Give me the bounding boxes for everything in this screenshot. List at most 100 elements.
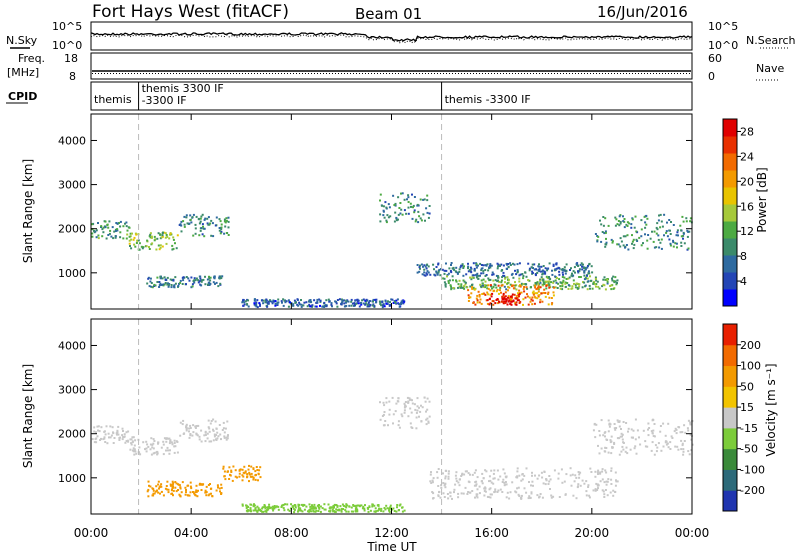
heatmap-cell xyxy=(381,304,384,307)
heatmap-cell xyxy=(484,293,487,296)
heatmap-cell xyxy=(265,299,268,302)
heatmap-cell xyxy=(453,268,456,271)
heatmap-cell xyxy=(469,491,472,494)
heatmap-cell xyxy=(462,267,465,269)
heatmap-cell xyxy=(601,231,604,233)
heatmap-cell xyxy=(229,474,232,477)
heatmap-cell xyxy=(180,220,183,223)
heatmap-cell xyxy=(555,277,558,279)
heatmap-cell xyxy=(305,301,308,304)
heatmap-cell xyxy=(505,300,508,303)
heatmap-cell xyxy=(578,268,581,271)
velocity-colorbar-tick: 15 xyxy=(740,401,754,414)
heatmap-cell xyxy=(681,431,684,434)
heatmap-cell xyxy=(219,433,222,436)
heatmap-cell xyxy=(519,300,522,303)
heatmap-cell xyxy=(689,423,692,426)
heatmap-cell xyxy=(160,485,163,488)
heatmap-cell xyxy=(199,217,202,220)
heatmap-cell xyxy=(476,299,479,302)
heatmap-cell xyxy=(508,286,511,289)
heatmap-cell xyxy=(544,292,547,294)
heatmap-cell xyxy=(123,435,126,438)
heatmap-cell xyxy=(571,473,574,476)
heatmap-cell xyxy=(554,286,557,289)
heatmap-cell xyxy=(427,265,430,268)
heatmap-cell xyxy=(445,269,448,272)
heatmap-cell xyxy=(689,217,692,220)
heatmap-cell xyxy=(311,305,314,308)
heatmap-cell xyxy=(578,473,581,476)
heatmap-cell xyxy=(631,242,633,245)
heatmap-cell xyxy=(204,434,207,436)
heatmap-cell xyxy=(489,493,492,496)
heatmap-cell xyxy=(189,218,192,221)
heatmap-cell xyxy=(454,474,457,477)
heatmap-cell xyxy=(147,277,150,280)
heatmap-cell xyxy=(455,280,458,283)
heatmap-cell xyxy=(170,441,173,444)
heatmap-cell xyxy=(565,263,568,266)
heatmap-cell xyxy=(274,304,277,307)
heatmap-cell xyxy=(488,266,491,269)
heatmap-cell xyxy=(594,276,597,279)
heatmap-cell xyxy=(356,298,359,301)
heatmap-cell xyxy=(639,443,642,446)
heatmap-cell xyxy=(379,401,381,404)
heatmap-cell xyxy=(218,218,221,221)
heatmap-cell xyxy=(506,491,509,494)
heatmap-cell xyxy=(111,426,114,429)
heatmap-cell xyxy=(262,299,265,302)
heatmap-cell xyxy=(382,210,385,213)
heatmap-cell xyxy=(690,433,693,436)
heatmap-cell xyxy=(494,488,497,491)
heatmap-cell xyxy=(365,298,368,301)
heatmap-cell xyxy=(671,437,674,439)
heatmap-cell xyxy=(485,470,488,473)
heatmap-cell xyxy=(133,453,136,456)
colorbar-swatch xyxy=(723,221,737,239)
heatmap-cell xyxy=(189,491,192,494)
heatmap-cell xyxy=(495,286,498,289)
colorbar-swatch xyxy=(723,289,737,307)
heatmap-cell xyxy=(330,506,333,509)
power-colorbar-tick: 4 xyxy=(740,275,747,288)
heatmap-cell xyxy=(613,427,616,430)
heatmap-cell xyxy=(350,506,353,509)
heatmap-cell xyxy=(530,492,533,495)
heatmap-cell xyxy=(481,293,484,295)
heatmap-cell xyxy=(524,271,527,274)
heatmap-cell xyxy=(579,484,582,487)
heatmap-cell xyxy=(618,224,621,227)
heatmap-cell xyxy=(580,262,583,265)
heatmap-cell xyxy=(389,301,391,304)
heatmap-cell xyxy=(397,397,400,400)
heatmap-cell xyxy=(682,232,685,235)
heatmap-cell xyxy=(530,491,533,494)
heatmap-cell xyxy=(249,503,252,506)
colorbar-swatch xyxy=(723,204,737,222)
heatmap-cell xyxy=(520,479,523,482)
heatmap-cell xyxy=(210,234,213,237)
heatmap-cell xyxy=(584,268,587,271)
heatmap-cell xyxy=(316,504,319,507)
heatmap-cell xyxy=(591,271,594,274)
heatmap-cell xyxy=(625,223,628,226)
heatmap-cell xyxy=(126,229,129,232)
heatmap-cell xyxy=(250,465,253,468)
heatmap-cell xyxy=(165,440,168,443)
heatmap-cell xyxy=(530,266,533,269)
heatmap-cell xyxy=(561,271,564,274)
heatmap-cell xyxy=(253,504,256,507)
heatmap-cell xyxy=(617,220,620,222)
heatmap-cell xyxy=(183,225,186,228)
power-colorbar-tick: 20 xyxy=(740,175,754,188)
heatmap-cell xyxy=(146,239,149,242)
heatmap-cell xyxy=(687,429,690,432)
heatmap-cell xyxy=(451,267,454,270)
heatmap-cell xyxy=(389,504,392,507)
heatmap-cell xyxy=(425,423,428,426)
heatmap-cell xyxy=(171,279,173,282)
heatmap-cell xyxy=(542,280,545,283)
heatmap-cell xyxy=(167,491,170,494)
